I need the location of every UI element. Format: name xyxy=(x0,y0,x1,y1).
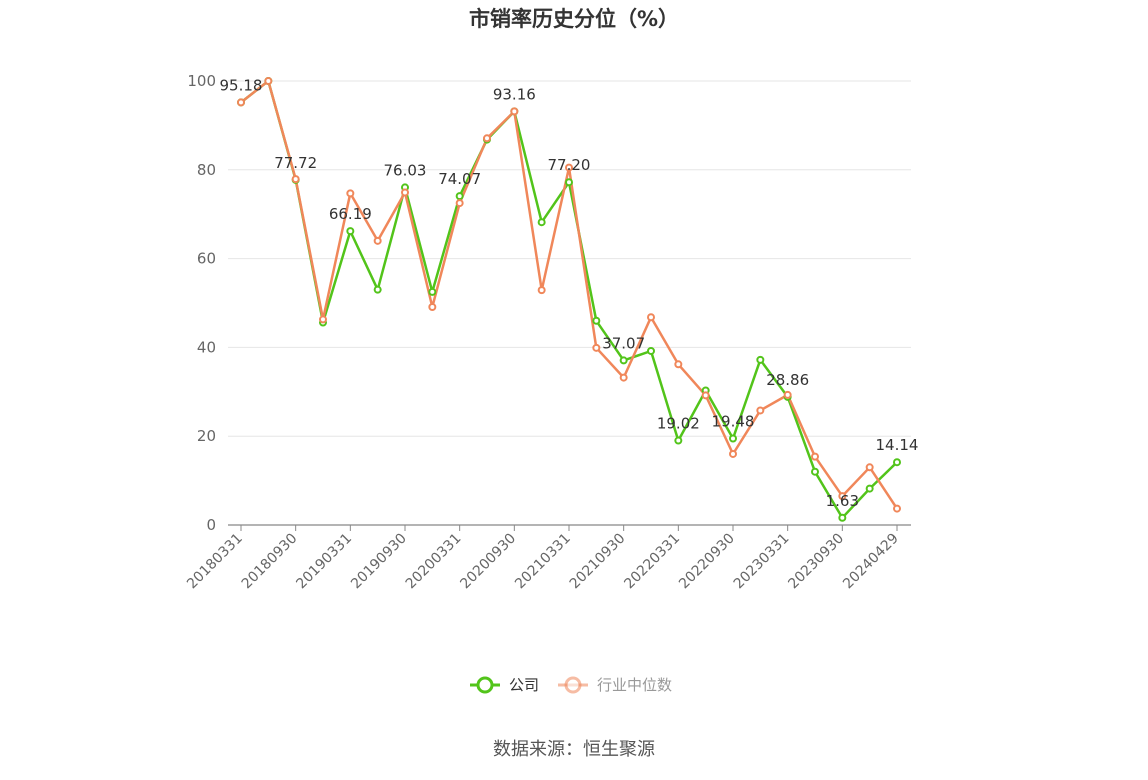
y-tick-label: 20 xyxy=(197,427,216,445)
data-point-industry-median[interactable] xyxy=(373,236,382,245)
data-point-industry-median[interactable] xyxy=(729,449,737,458)
data-label: 95.18 xyxy=(220,76,263,94)
x-tick-label: 20190331 xyxy=(293,531,355,593)
data-point-company[interactable] xyxy=(428,287,437,296)
legend-industry-circle-icon xyxy=(564,676,582,694)
x-tick-label: 20180930 xyxy=(239,531,301,593)
data-label: 28.86 xyxy=(766,371,809,389)
x-axis: 2018033120180930201903312019093020200331… xyxy=(184,524,911,593)
data-label: 76.03 xyxy=(384,161,427,179)
data-point-industry-median[interactable] xyxy=(401,188,409,197)
data-point-company[interactable] xyxy=(647,346,655,355)
x-tick-label: 20240429 xyxy=(840,531,902,593)
x-tick-label: 20180331 xyxy=(184,531,246,593)
data-label: 77.72 xyxy=(274,154,317,172)
data-point-industry-median[interactable] xyxy=(237,98,245,107)
data-point-industry-median[interactable] xyxy=(647,313,655,322)
data-labels: 95.18 77.72 66.19 76.03 74.07 93.16 77.20 37.07… xyxy=(220,76,919,509)
data-point-industry-median[interactable] xyxy=(756,406,765,415)
data-point-industry-median[interactable] xyxy=(701,391,710,400)
data-point-company[interactable] xyxy=(811,467,819,476)
chart-title: 市销率历史分位（%） xyxy=(469,7,679,31)
data-point-company[interactable] xyxy=(729,434,737,443)
series-lines xyxy=(240,79,899,520)
series-line-industry-median xyxy=(240,79,899,510)
y-tick-label: 0 xyxy=(206,516,216,534)
data-point-company[interactable] xyxy=(865,484,874,493)
data-point-company[interactable] xyxy=(565,178,573,187)
x-tick-label: 20200930 xyxy=(457,531,519,593)
data-label: 66.19 xyxy=(329,205,372,223)
data-point-industry-median[interactable] xyxy=(811,452,819,461)
x-tick-label: 20220331 xyxy=(621,531,683,593)
x-tick-label: 20200331 xyxy=(403,531,465,593)
data-label: 77.20 xyxy=(548,156,591,174)
data-label: 74.07 xyxy=(438,170,481,188)
data-point-company[interactable] xyxy=(455,192,464,201)
x-tick-label: 20210331 xyxy=(512,531,574,593)
data-label: 37.07 xyxy=(602,334,645,352)
y-tick-label: 80 xyxy=(197,161,216,179)
data-point-company[interactable] xyxy=(893,458,901,467)
data-label: 14.14 xyxy=(876,436,919,454)
data-point-company[interactable] xyxy=(619,356,628,365)
data-point-industry-median[interactable] xyxy=(783,390,792,399)
x-tick-label: 20220930 xyxy=(676,531,738,593)
data-source: 数据来源：恒生聚源 xyxy=(493,739,655,760)
data-point-industry-median[interactable] xyxy=(483,134,491,143)
data-point-industry-median[interactable] xyxy=(428,302,437,311)
legend-company-label: 公司 xyxy=(509,676,539,694)
data-point-industry-median[interactable] xyxy=(893,504,901,513)
y-tick-label: 100 xyxy=(187,72,216,90)
y-tick-label: 60 xyxy=(197,250,216,268)
y-tick-label: 40 xyxy=(197,338,216,356)
legend: 公司 行业中位数 xyxy=(470,676,672,694)
data-point-industry-median[interactable] xyxy=(346,189,355,198)
x-tick-label: 20190930 xyxy=(348,531,410,593)
data-point-industry-median[interactable] xyxy=(537,286,546,295)
x-tick-label: 20230331 xyxy=(731,531,793,593)
data-label: 93.16 xyxy=(493,85,536,103)
data-point-industry-median[interactable] xyxy=(674,360,683,369)
data-point-industry-median[interactable] xyxy=(619,373,628,382)
data-point-industry-median[interactable] xyxy=(510,107,519,116)
series-points xyxy=(237,77,901,522)
data-label: 1.63 xyxy=(826,492,859,510)
data-point-company[interactable] xyxy=(373,285,382,294)
data-label: 19.48 xyxy=(712,413,755,431)
data-point-industry-median[interactable] xyxy=(291,175,300,184)
x-tick-label: 20210930 xyxy=(567,531,629,593)
data-point-industry-median[interactable] xyxy=(865,463,874,472)
legend-item-industry-median[interactable]: 行业中位数 xyxy=(558,676,672,694)
data-point-industry-median[interactable] xyxy=(319,315,327,324)
legend-item-company[interactable]: 公司 xyxy=(470,676,539,694)
data-point-company[interactable] xyxy=(346,227,355,236)
data-point-industry-median[interactable] xyxy=(565,163,573,172)
data-point-company[interactable] xyxy=(756,355,765,364)
data-point-company[interactable] xyxy=(838,513,847,522)
data-point-company[interactable] xyxy=(537,218,546,227)
data-point-company[interactable] xyxy=(674,436,683,445)
data-point-industry-median[interactable] xyxy=(838,492,847,501)
x-tick-label: 20230930 xyxy=(785,531,847,593)
y-axis-ticks: 0 20 40 60 80 100 xyxy=(187,72,216,534)
data-label: 19.02 xyxy=(657,415,700,433)
data-point-company[interactable] xyxy=(592,316,601,325)
series-line-company xyxy=(240,79,898,520)
data-point-industry-median[interactable] xyxy=(264,77,273,85)
data-point-industry-median[interactable] xyxy=(455,199,464,208)
legend-company-circle-icon xyxy=(476,676,494,694)
legend-industry-label: 行业中位数 xyxy=(597,676,672,694)
data-point-industry-median[interactable] xyxy=(592,343,601,352)
